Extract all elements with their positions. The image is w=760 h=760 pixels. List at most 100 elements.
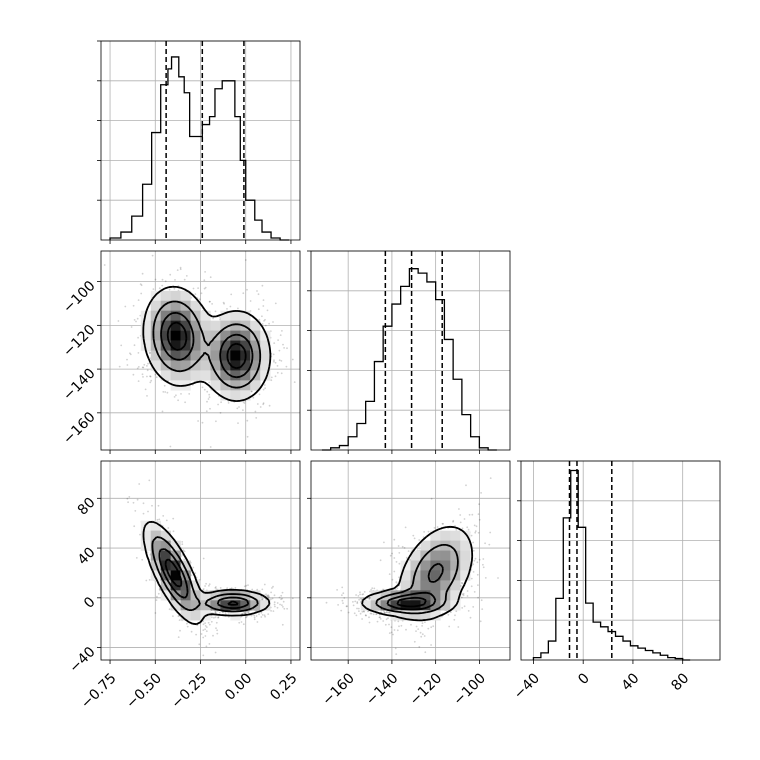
scatter-point <box>204 286 207 289</box>
scatter-point <box>208 393 211 396</box>
scatter-point <box>146 375 148 378</box>
scatter-point <box>384 623 387 626</box>
scatter-point <box>142 366 145 369</box>
scatter-point <box>489 477 492 479</box>
density-cell <box>160 310 171 321</box>
density-cell <box>220 310 231 321</box>
density-cell <box>170 570 181 581</box>
scatter-point <box>238 621 241 624</box>
scatter-point <box>281 597 284 600</box>
scatter-point <box>484 542 486 545</box>
scatter-point <box>359 597 362 600</box>
scatter-point <box>383 541 385 544</box>
scatter-point <box>148 579 151 581</box>
scatter-point <box>219 587 222 589</box>
scatter-point <box>472 571 475 573</box>
scatter-point <box>190 630 193 633</box>
scatter-point <box>220 401 223 404</box>
density-cell <box>210 590 221 601</box>
y-tick-label-p1-2: −120 <box>60 322 99 361</box>
scatter-point <box>342 592 345 595</box>
density-cell <box>140 320 152 331</box>
scatter-point <box>341 599 344 602</box>
scatter-point <box>248 610 250 613</box>
density-cell <box>410 570 421 581</box>
scatter-point <box>192 287 195 290</box>
scatter-point <box>455 610 458 613</box>
density-cell <box>420 540 431 551</box>
scatter-point <box>388 611 391 614</box>
scatter-point <box>274 302 277 305</box>
scatter-point <box>208 300 211 303</box>
scatter-point <box>141 373 144 376</box>
scatter-point <box>276 371 279 374</box>
scatter-point <box>168 288 171 291</box>
scatter-point <box>211 616 213 619</box>
density-cell <box>180 570 191 581</box>
scatter-point <box>372 613 375 616</box>
scatter-point <box>245 615 248 618</box>
scatter-point <box>148 479 151 482</box>
scatter-point <box>242 409 244 412</box>
scatter-point <box>263 583 266 586</box>
scatter-point <box>151 254 154 257</box>
scatter-point <box>463 518 466 520</box>
density-cell <box>180 600 191 611</box>
scatter-point <box>477 531 480 534</box>
grid-layer <box>101 40 720 660</box>
scatter-point <box>363 610 365 613</box>
scatter-point <box>396 587 399 590</box>
x-tick-label-p1-2: −120 <box>407 670 446 709</box>
density-cell <box>190 320 201 331</box>
scatter-point <box>466 526 469 529</box>
scatter-point <box>205 410 208 413</box>
scatter-point <box>254 410 257 413</box>
scatter-point <box>140 292 143 295</box>
scatter-point <box>423 635 426 637</box>
scatter-point <box>447 613 450 616</box>
scatter-point <box>384 611 386 614</box>
density-cell <box>410 580 421 591</box>
density-cell <box>180 360 191 371</box>
scatter-point <box>470 585 473 588</box>
contour-p0-p1-level-2 <box>160 311 254 379</box>
scatter-point <box>217 616 220 619</box>
contour-p0-p2-level-2 <box>158 548 250 610</box>
scatter-point <box>454 614 456 617</box>
x-tick-label-p2-1: 0 <box>575 670 593 688</box>
density-cell <box>200 370 211 381</box>
scatter-point <box>423 531 425 533</box>
scatter-point <box>238 406 240 408</box>
density-cell <box>190 370 201 381</box>
density-cell <box>260 360 271 371</box>
scatter-point <box>488 543 491 546</box>
density-cell <box>140 530 152 541</box>
density-cell <box>460 530 471 541</box>
scatter-point <box>227 616 230 618</box>
scatter-point <box>368 598 371 601</box>
contour-p1-p2-level-0 <box>361 525 474 622</box>
scatter-point <box>214 587 217 589</box>
density-cell <box>220 370 231 381</box>
density-cell <box>220 330 231 341</box>
scatter-point <box>161 278 164 281</box>
scatter-point <box>401 545 404 548</box>
density-cell <box>170 310 181 321</box>
x-tick-label-p0-1: −0.50 <box>123 670 165 712</box>
scatter-point <box>430 497 433 500</box>
scatter-point <box>178 619 181 621</box>
scatter-point <box>133 525 136 528</box>
scatter-point <box>276 365 279 367</box>
scatter-point <box>391 552 393 555</box>
x-tick-label-p0-3: 0.00 <box>222 670 255 703</box>
density-cell <box>200 590 211 601</box>
density-cell <box>260 350 271 361</box>
scatter-point <box>214 612 217 614</box>
density-cell <box>190 330 201 341</box>
density-cell <box>240 310 251 321</box>
scatter-point <box>449 611 452 614</box>
scatter-point <box>359 593 361 596</box>
x-tick-label-p1-0: −160 <box>319 670 358 709</box>
scatter-point <box>209 407 211 410</box>
density-cell <box>430 580 441 591</box>
